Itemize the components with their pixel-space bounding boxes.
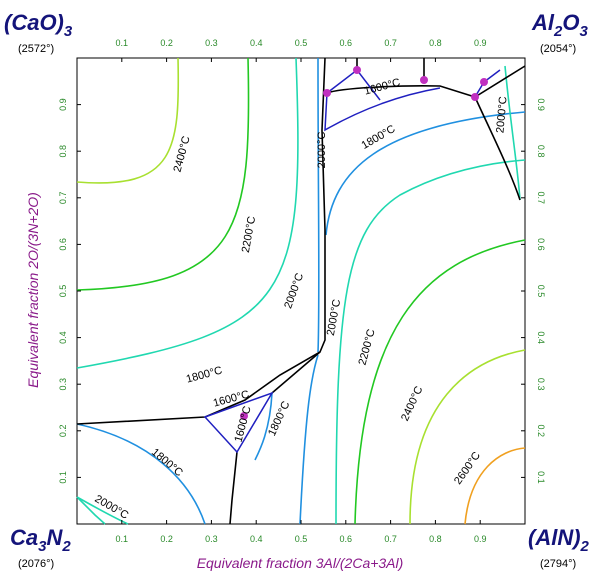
boundary (229, 451, 238, 525)
y-tick-label: 0.8 (536, 145, 546, 158)
y-tick-label: 0.6 (536, 238, 546, 251)
corner-label: Ca3N2 (10, 525, 71, 555)
y-tick-label: 0.4 (58, 331, 68, 344)
isotherm (409, 349, 526, 525)
x-tick-label: 0.1 (116, 38, 129, 48)
y-tick-label: 0.8 (58, 145, 68, 158)
isotherm (504, 65, 521, 201)
x-tick-label: 0.2 (160, 534, 173, 544)
point (353, 66, 361, 74)
y-tick-label: 0.7 (536, 192, 546, 205)
isotherm-label: 2000°C (325, 298, 343, 336)
isotherms (76, 57, 526, 525)
x-tick-label: 0.3 (205, 534, 218, 544)
x-tick-label: 0.2 (160, 38, 173, 48)
x-tick-label: 0.6 (340, 534, 353, 544)
isotherm-label: 1800°C (266, 399, 292, 437)
x-tick-label: 0.8 (429, 38, 442, 48)
y-tick-label: 0.9 (58, 98, 68, 111)
corner-label: (AlN)2 (528, 525, 590, 555)
isotherm-label: 1600°C (363, 77, 402, 98)
x-axis-label: Equivalent fraction 3Al/(2Ca+3Al) (197, 555, 404, 571)
point (420, 76, 428, 84)
x-tick-label: 0.4 (250, 534, 263, 544)
isotherm (254, 392, 273, 461)
isotherm-label: 1800°C (185, 365, 224, 386)
y-tick-label: 0.4 (536, 331, 546, 344)
plot-frame (76, 57, 526, 525)
isotherm-label: 1600°C (233, 405, 254, 444)
y-tick-label: 0.9 (536, 98, 546, 111)
corner-label: (CaO)3 (4, 10, 73, 40)
y-axis-label: Equivalent fraction 2O/(3N+2O) (25, 192, 41, 388)
isotherm (325, 111, 526, 236)
isotherm (76, 57, 299, 369)
y-tick-label: 0.5 (536, 285, 546, 298)
y-tick-label: 0.3 (58, 378, 68, 391)
isotherm (76, 496, 106, 525)
y-tick-label: 0.2 (536, 425, 546, 438)
y-tick-label: 0.5 (58, 285, 68, 298)
x-tick-label: 0.7 (384, 534, 397, 544)
isotherm (76, 57, 180, 184)
isotherm-label: 2000°C (494, 96, 509, 134)
isotherm (464, 447, 526, 525)
isotherm (76, 423, 206, 525)
x-tick-label: 0.1 (116, 534, 129, 544)
x-tick-label: 0.5 (295, 534, 308, 544)
boundary (326, 65, 526, 98)
isotherm (317, 57, 320, 353)
invariant-points (240, 66, 488, 420)
corner-label: Al2O3 (531, 10, 588, 40)
y-tick-label: 0.6 (58, 238, 68, 251)
x-tick-label: 0.9 (474, 38, 487, 48)
y-tick-label: 0.1 (58, 471, 68, 484)
corner-temp: (2054°) (540, 43, 576, 55)
isotherm-label: 1800°C (149, 446, 185, 479)
x-tick-label: 0.4 (250, 38, 263, 48)
x-tick-label: 0.3 (205, 38, 218, 48)
isotherm-label: 2400°C (172, 135, 193, 174)
isotherm (299, 354, 319, 525)
y-tick-label: 0.7 (58, 192, 68, 205)
triangle (203, 391, 274, 454)
boundary (271, 351, 321, 394)
isotherm-label: 2000°C (316, 132, 328, 169)
point (471, 93, 479, 101)
corner-temp: (2572°) (18, 43, 54, 55)
isotherm (76, 57, 250, 291)
x-tick-label: 0.7 (384, 38, 397, 48)
point (240, 412, 248, 420)
isotherm-label: 2400°C (399, 384, 425, 422)
x-tick-label: 0.5 (295, 38, 308, 48)
isotherm-label: 2200°C (240, 215, 258, 253)
x-tick-label: 0.8 (429, 534, 442, 544)
y-tick-label: 0.1 (536, 471, 546, 484)
isotherm-label: 2600°C (452, 450, 483, 487)
isotherm-label: 2000°C (282, 272, 306, 311)
point (323, 89, 331, 97)
x-tick-label: 0.9 (474, 534, 487, 544)
isotherm-label: 2200°C (357, 328, 378, 367)
isotherm (354, 239, 526, 525)
isotherm (335, 159, 526, 525)
phase-boundaries (76, 57, 526, 525)
boundary (474, 96, 521, 201)
corner-temp: (2794°) (540, 558, 576, 570)
y-tick-label: 0.2 (58, 425, 68, 438)
point (480, 78, 488, 86)
corner-temp: (2076°) (18, 558, 54, 570)
y-tick-label: 0.3 (536, 378, 546, 391)
x-tick-label: 0.6 (340, 38, 353, 48)
isotherm (76, 496, 129, 525)
isotherm-label: 1800°C (360, 123, 398, 152)
three-phase-triangles (203, 68, 501, 454)
